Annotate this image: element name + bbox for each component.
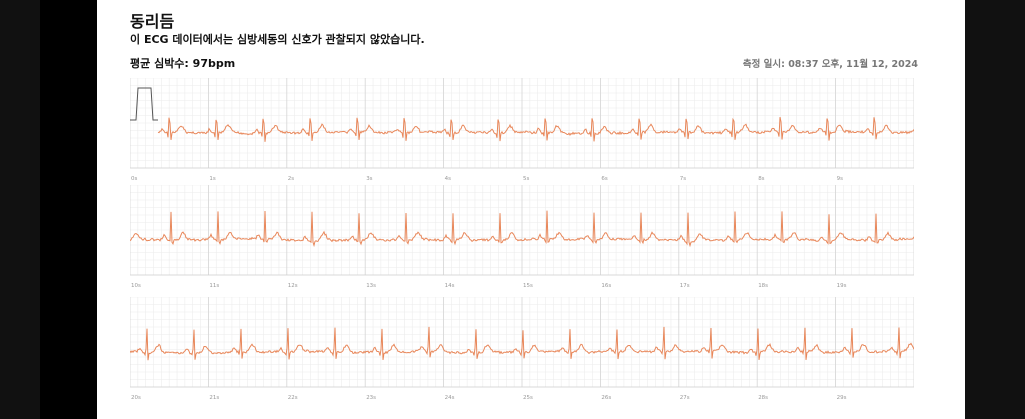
time-tick-label: 13s: [366, 283, 376, 289]
time-tick-label: 25s: [523, 395, 533, 401]
time-tick-label: 26s: [601, 395, 611, 401]
time-tick-label: 20s: [131, 395, 141, 401]
calibration-pulse: [130, 87, 158, 121]
time-tick-label: 7s: [680, 176, 686, 182]
time-tick-label: 17s: [680, 283, 690, 289]
time-tick-label: 16s: [601, 283, 611, 289]
time-tick-label: 12s: [288, 283, 298, 289]
ecg-strip-0-10s: 0s 1s 2s 3s 4s 5s 6s 7s 8s 9s: [130, 78, 914, 182]
time-tick-label: 9s: [837, 176, 843, 182]
time-tick-label: 10s: [131, 283, 141, 289]
time-tick-label: 2s: [288, 176, 294, 182]
average-heart-rate-label: 평균 심박수:: [130, 57, 189, 70]
time-tick-label: 8s: [758, 176, 764, 182]
time-tick-label: 29s: [837, 395, 847, 401]
time-tick-label: 4s: [445, 176, 451, 182]
time-tick-label: 24s: [445, 395, 455, 401]
time-tick-label: 22s: [288, 395, 298, 401]
ecg-trace: [130, 210, 914, 248]
result-description: 이 ECG 데이터에서는 심방세동의 신호가 관찰되지 않았습니다.: [130, 33, 425, 46]
time-tick-label: 1s: [209, 176, 215, 182]
time-tick-label: 3s: [366, 176, 372, 182]
time-tick-label: 28s: [758, 395, 768, 401]
time-tick-label: 15s: [523, 283, 533, 289]
ecg-trace: [157, 116, 914, 142]
time-tick-label: 18s: [758, 283, 768, 289]
time-tick-label: 6s: [601, 176, 607, 182]
ecg-strip-20-30s: 20s 21s 22s 23s 24s 25s 26s 27s 28s 29s: [130, 297, 914, 401]
time-tick-label: 14s: [445, 283, 455, 289]
time-tick-label: 11s: [209, 283, 219, 289]
time-tick-label: 21s: [209, 395, 219, 401]
left-bezel: [0, 0, 40, 419]
measurement-timestamp: 측정 일시: 08:37 오후, 11월 12, 2024: [742, 59, 918, 70]
time-tick-label: 0s: [131, 176, 137, 182]
average-heart-rate-value: 97bpm: [192, 57, 236, 70]
right-bezel: [963, 0, 1025, 419]
time-tick-label: 27s: [680, 395, 690, 401]
average-heart-rate: 평균 심박수: 97bpm: [130, 55, 235, 71]
ecg-strip-10-20s: 10s 11s 12s 13s 14s 15s 16s 17s 18s 19s: [130, 185, 914, 289]
time-tick-label: 23s: [366, 395, 376, 401]
time-tick-label: 5s: [523, 176, 529, 182]
ecg-trace: [130, 326, 914, 361]
time-tick-label: 19s: [837, 283, 847, 289]
ecg-report-panel: 동리듬 이 ECG 데이터에서는 심방세동의 신호가 관찰되지 않았습니다. 평…: [97, 0, 965, 419]
page-title: 동리듬: [130, 12, 175, 31]
